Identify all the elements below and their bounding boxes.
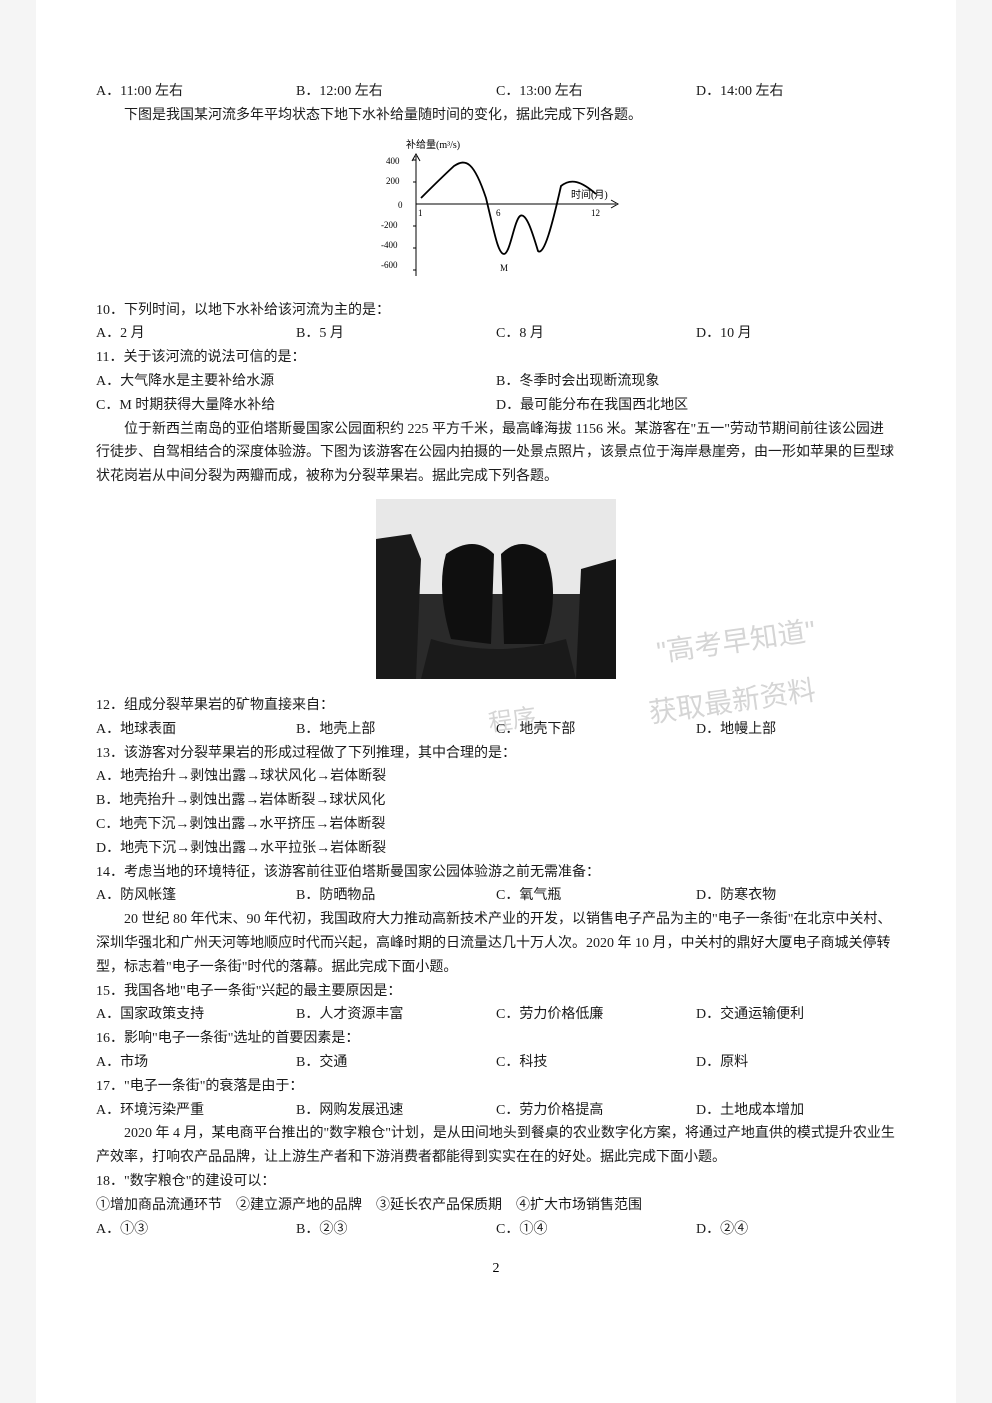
q9-options: A．11:00 左右 B．12:00 左右 C．13:00 左右 D．14:00… [96, 80, 896, 104]
q13-opt-b: B．地壳抬升→剥蚀出露→岩体断裂→球状风化 [96, 789, 896, 813]
q12-options: A．地球表面 B．地壳上部 C．地壳下部 D．地幔上部 [96, 718, 896, 742]
q14-options: A．防风帐篷 B．防晒物品 C．氧气瓶 D．防寒衣物 [96, 884, 896, 908]
q16-opt-c: C．科技 [496, 1051, 696, 1075]
q13-stem: 13．该游客对分裂苹果岩的形成过程做了下列推理，其中合理的是： [96, 742, 896, 766]
q18-opt-a: A．①③ [96, 1218, 296, 1242]
q18-choices: ①增加商品流通环节 ②建立源产地的品牌 ③延长农产品保质期 ④扩大市场销售范围 [96, 1194, 896, 1218]
q11-opt-d: D．最可能分布在我国西北地区 [496, 394, 896, 418]
split-apple-photo-container [96, 499, 896, 684]
q15-opt-c: C．劳力价格低廉 [496, 1003, 696, 1027]
svg-text:-600: -600 [381, 260, 398, 270]
q18-stem: 18．"数字粮仓"的建设可以： [96, 1170, 896, 1194]
q18-opt-b: B．②③ [296, 1218, 496, 1242]
q9-opt-c: C．13:00 左右 [496, 80, 696, 104]
q11-row1: A．大气降水是主要补给水源 B．冬季时会出现断流现象 [96, 370, 896, 394]
q17-stem: 17．"电子一条街"的衰落是由于： [96, 1075, 896, 1099]
q11-opt-a: A．大气降水是主要补给水源 [96, 370, 496, 394]
q15-options: A．国家政策支持 B．人才资源丰富 C．劳力价格低廉 D．交通运输便利 [96, 1003, 896, 1027]
q10-stem: 10．下列时间，以地下水补给该河流为主的是： [96, 299, 896, 323]
q18-opt-c: C．①④ [496, 1218, 696, 1242]
q14-opt-b: B．防晒物品 [296, 884, 496, 908]
recharge-chart-container: 补给量(m³/s) 400 200 0 -200 -400 -600 [96, 136, 896, 291]
q13-opt-c: C．地壳下沉→剥蚀出露→水平挤压→岩体断裂 [96, 813, 896, 837]
passage2-intro: 下图是我国某河流多年平均状态下地下水补给量随时间的变化，据此完成下列各题。 [96, 104, 896, 128]
q12-opt-c: C．地壳下部 [496, 718, 696, 742]
q12-opt-b: B．地壳上部 [296, 718, 496, 742]
split-apple-photo [376, 499, 616, 679]
svg-text:M: M [500, 263, 508, 273]
passage5-p1: 2020 年 4 月，某电商平台推出的"数字粮仓"计划，是从田间地头到餐桌的农业… [96, 1122, 896, 1170]
q16-stem: 16．影响"电子一条街"选址的首要因素是： [96, 1027, 896, 1051]
q17-options: A．环境污染严重 B．网购发展迅速 C．劳力价格提高 D．土地成本增加 [96, 1099, 896, 1123]
q15-stem: 15．我国各地"电子一条街"兴起的最主要原因是： [96, 980, 896, 1004]
svg-text:12: 12 [591, 208, 600, 218]
q18-opt-d: D．②④ [696, 1218, 896, 1242]
exam-page: A．11:00 左右 B．12:00 左右 C．13:00 左右 D．14:00… [36, 0, 956, 1403]
svg-text:-400: -400 [381, 240, 398, 250]
q9-opt-b: B．12:00 左右 [296, 80, 496, 104]
q11-opt-b: B．冬季时会出现断流现象 [496, 370, 896, 394]
svg-text:200: 200 [386, 176, 400, 186]
svg-text:6: 6 [496, 208, 501, 218]
svg-text:0: 0 [398, 200, 403, 210]
q16-opt-b: B．交通 [296, 1051, 496, 1075]
q12-stem: 12．组成分裂苹果岩的矿物直接来自： [96, 694, 896, 718]
q14-stem: 14．考虑当地的环境特征，该游客前往亚伯塔斯曼国家公园体验游之前无需准备： [96, 861, 896, 885]
q17-opt-b: B．网购发展迅速 [296, 1099, 496, 1123]
q10-opt-c: C．8 月 [496, 322, 696, 346]
q15-opt-a: A．国家政策支持 [96, 1003, 296, 1027]
svg-text:-200: -200 [381, 220, 398, 230]
q13-opt-a: A．地壳抬升→剥蚀出露→球状风化→岩体断裂 [96, 765, 896, 789]
q14-opt-a: A．防风帐篷 [96, 884, 296, 908]
q9-opt-d: D．14:00 左右 [696, 80, 896, 104]
svg-text:补给量(m³/s): 补给量(m³/s) [406, 138, 460, 151]
q12-opt-d: D．地幔上部 [696, 718, 896, 742]
svg-text:400: 400 [386, 156, 400, 166]
svg-text:1: 1 [418, 208, 423, 218]
q10-opt-b: B．5 月 [296, 322, 496, 346]
q15-opt-d: D．交通运输便利 [696, 1003, 896, 1027]
passage4-p1: 20 世纪 80 年代末、90 年代初，我国政府大力推动高新技术产业的开发，以销… [96, 908, 896, 979]
q11-opt-c: C．M 时期获得大量降水补给 [96, 394, 496, 418]
q16-opt-a: A．市场 [96, 1051, 296, 1075]
svg-text:时间(月): 时间(月) [571, 188, 608, 201]
q10-opt-a: A．2 月 [96, 322, 296, 346]
q17-opt-c: C．劳力价格提高 [496, 1099, 696, 1123]
q16-options: A．市场 B．交通 C．科技 D．原料 [96, 1051, 896, 1075]
q15-opt-b: B．人才资源丰富 [296, 1003, 496, 1027]
passage3-p1: 位于新西兰南岛的亚伯塔斯曼国家公园面积约 225 平方千米，最高峰海拔 1156… [96, 418, 896, 489]
q14-opt-c: C．氧气瓶 [496, 884, 696, 908]
q16-opt-d: D．原料 [696, 1051, 896, 1075]
q10-opt-d: D．10 月 [696, 322, 896, 346]
q17-opt-a: A．环境污染严重 [96, 1099, 296, 1123]
q11-stem: 11．关于该河流的说法可信的是： [96, 346, 896, 370]
q10-options: A．2 月 B．5 月 C．8 月 D．10 月 [96, 322, 896, 346]
page-number: 2 [96, 1261, 896, 1277]
q12-opt-a: A．地球表面 [96, 718, 296, 742]
q14-opt-d: D．防寒衣物 [696, 884, 896, 908]
q11-row2: C．M 时期获得大量降水补给 D．最可能分布在我国西北地区 [96, 394, 896, 418]
q17-opt-d: D．土地成本增加 [696, 1099, 896, 1123]
q13-opt-d: D．地壳下沉→剥蚀出露→水平拉张→岩体断裂 [96, 837, 896, 861]
q18-options: A．①③ B．②③ C．①④ D．②④ [96, 1218, 896, 1242]
recharge-chart: 补给量(m³/s) 400 200 0 -200 -400 -600 [356, 136, 636, 286]
q9-opt-a: A．11:00 左右 [96, 80, 296, 104]
